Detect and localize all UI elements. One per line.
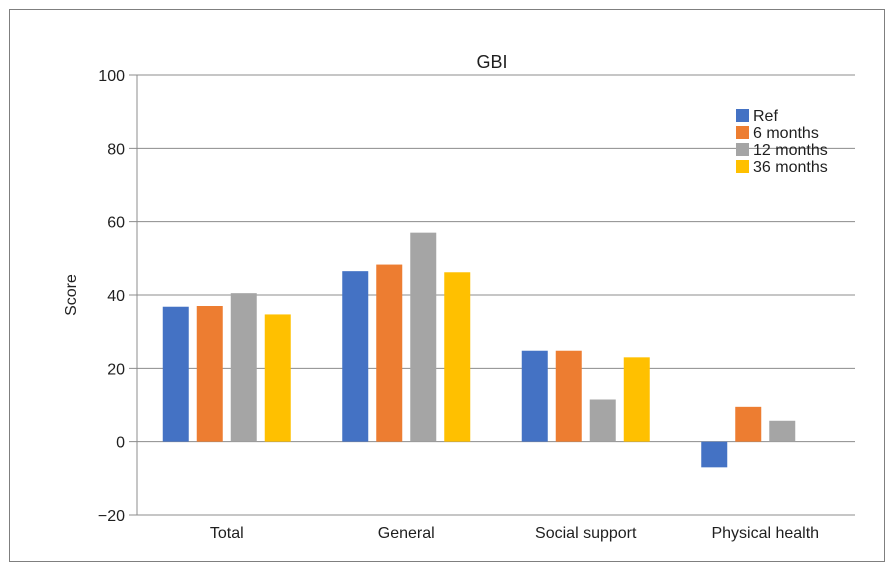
bar [376,264,403,442]
bar [701,441,728,468]
y-tick-label: 40 [107,288,125,305]
x-tick-label: General [378,525,435,542]
x-axis-ticks: Total General Social support Physical healt… [210,525,819,542]
bar [521,350,548,442]
y-axis-label: Score [63,274,80,316]
bar [444,272,471,442]
bar [555,350,582,442]
legend-label: 12 months [753,142,828,159]
bar [196,306,223,442]
bars [162,232,796,468]
bar [264,314,291,442]
bar [230,293,257,442]
y-axis-ticks: −20 0 20 40 60 80 100 [98,68,125,525]
bar [623,357,650,442]
y-tick-label: 80 [107,141,125,158]
x-tick-label: Physical health [711,525,819,542]
chart-title: GBI [476,52,507,72]
legend-swatch [736,143,749,156]
legend-swatch [736,109,749,122]
bar [735,406,762,442]
y-tick-label: 0 [116,435,125,452]
legend-swatch [736,160,749,173]
y-tick-label: 20 [107,361,125,378]
y-tick-label: 60 [107,215,125,232]
bar [769,420,796,442]
y-tick-label: −20 [98,508,125,525]
legend-label: 36 months [753,159,828,176]
legend-label: Ref [753,108,778,125]
x-tick-label: Social support [535,525,637,542]
legend-label: 6 months [753,125,819,142]
x-tick-label: Total [210,525,244,542]
bar [162,306,189,442]
bar [342,271,369,442]
bar [589,399,616,442]
legend-swatch [736,126,749,139]
y-tick-label: 100 [98,68,125,85]
bar [410,232,437,442]
